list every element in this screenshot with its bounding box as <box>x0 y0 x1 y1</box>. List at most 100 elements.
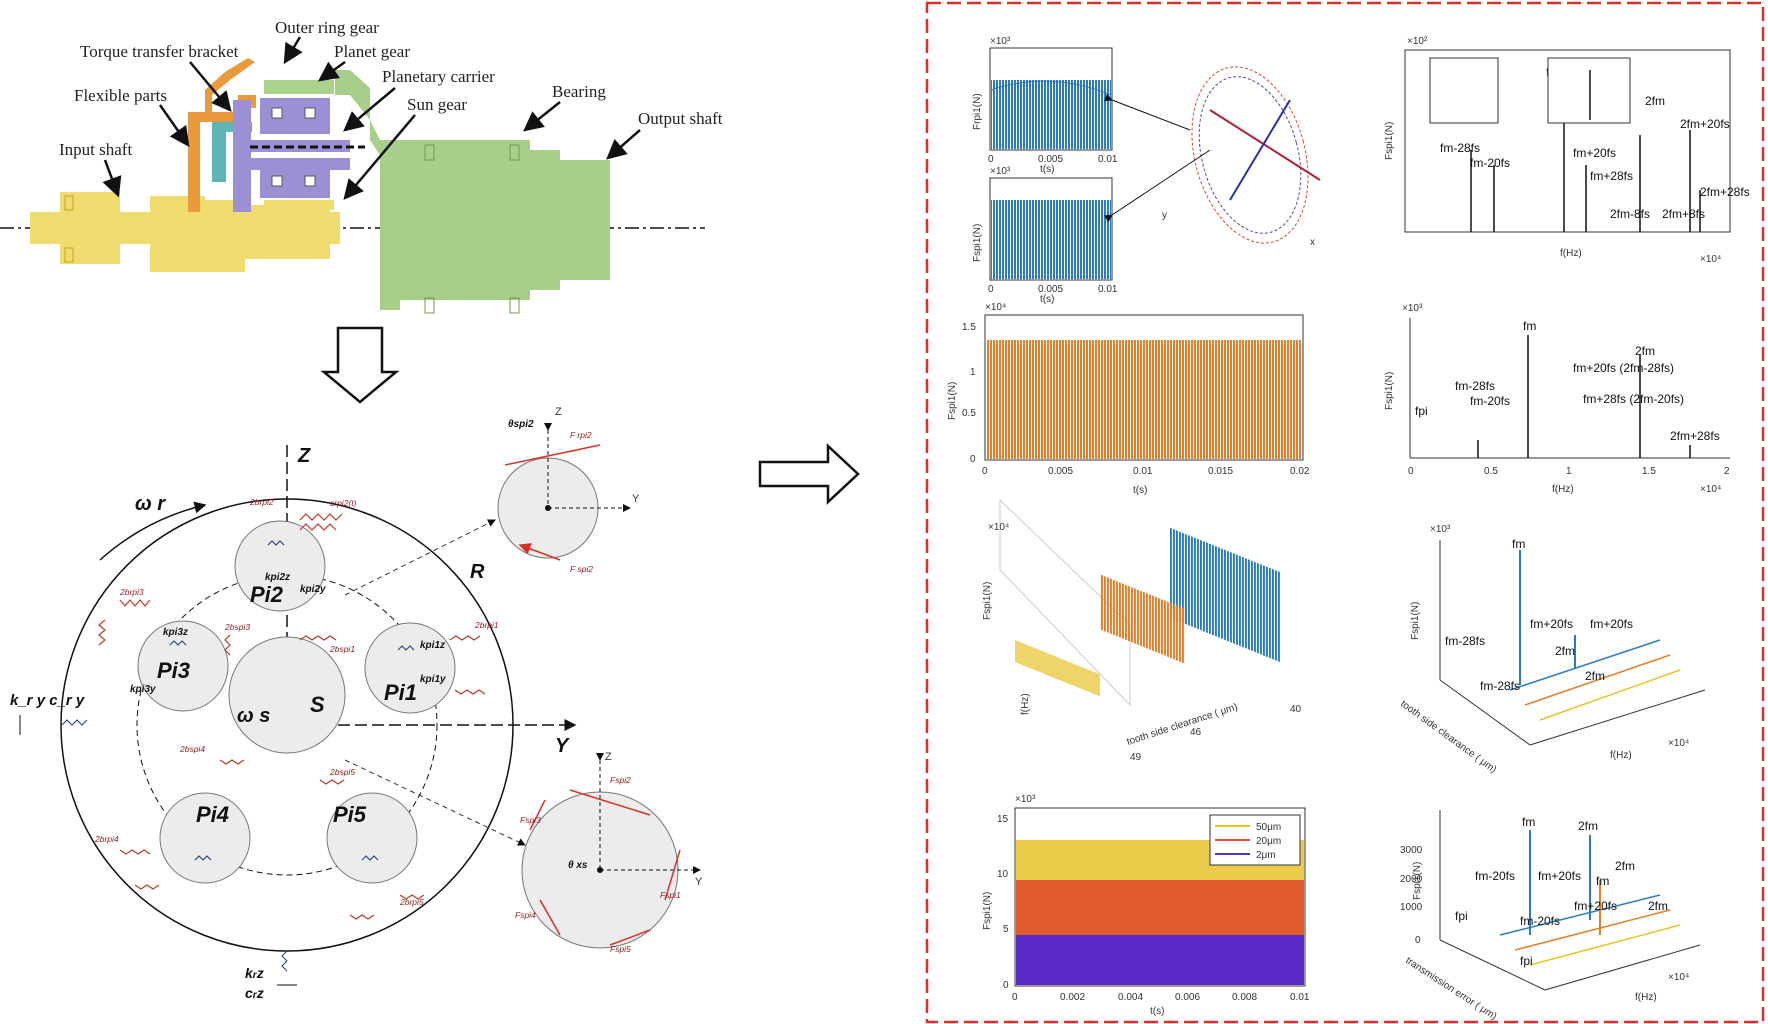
svg-text:fm: fm <box>1522 815 1535 829</box>
plot-frpi1-signal <box>991 80 1111 149</box>
svg-text:fm+20fs (2fm-28fs): fm+20fs (2fm-28fs) <box>1573 361 1674 375</box>
svg-text:transmission error ( μm): transmission error ( μm) <box>1403 955 1498 1022</box>
svg-text:fm-20fs: fm-20fs <box>1520 914 1560 928</box>
svg-text:×10⁴: ×10⁴ <box>988 522 1009 533</box>
svg-text:×10³: ×10³ <box>990 166 1011 177</box>
svg-text:2fm+8fs: 2fm+8fs <box>1662 207 1705 221</box>
svg-text:0: 0 <box>988 284 994 295</box>
svg-text:Fspi3: Fspi3 <box>520 815 541 825</box>
pi1-label: Pi1 <box>384 680 417 705</box>
label-torque-transfer-bracket: Torque transfer bracket <box>80 42 239 61</box>
svg-text:0.002: 0.002 <box>1060 992 1085 1003</box>
svg-text:2brpi3: 2brpi3 <box>119 587 144 597</box>
svg-text:2brpi1: 2brpi1 <box>474 620 499 630</box>
planet-pi5 <box>326 792 418 884</box>
svg-text:1000: 1000 <box>1400 902 1423 913</box>
svg-text:fm-28fs: fm-28fs <box>1480 679 1520 693</box>
svg-text:×10⁴: ×10⁴ <box>985 302 1006 313</box>
svg-text:fm: fm <box>1523 319 1536 333</box>
svg-text:0.01: 0.01 <box>1098 154 1118 165</box>
down-arrow <box>320 326 400 404</box>
svg-text:×10⁴: ×10⁴ <box>1700 254 1721 265</box>
pi2-label: Pi2 <box>250 582 284 607</box>
svg-text:1: 1 <box>970 367 976 378</box>
orange-signal <box>986 340 1302 459</box>
pi3-label: Pi3 <box>157 658 190 683</box>
svg-text:0: 0 <box>1415 935 1421 946</box>
svg-text:2bspi5: 2bspi5 <box>329 767 355 777</box>
series-2um <box>1016 935 1304 985</box>
svg-text:Fspi4: Fspi4 <box>515 910 536 920</box>
plot-fspi1-time-small: ×10³ Fspi1(N) t(s) 0 0.005 0.01 <box>972 166 1118 305</box>
svg-text:Y: Y <box>695 876 703 888</box>
inset-top-fspi: F spi2 <box>570 564 593 574</box>
svg-text:Fspi1(N): Fspi1(N) <box>1384 372 1395 410</box>
planet-gear-bottom <box>260 168 330 198</box>
plot-3d-orbit: y x <box>1103 66 1321 248</box>
label-planet-gear: Planet gear <box>334 42 410 61</box>
svg-text:kpi3y: kpi3y <box>130 684 156 695</box>
label-planetary-carrier: Planetary carrier <box>382 67 495 86</box>
dynamic-model: Z Y R ω r S ω s Pi2 Pi3 Pi1 Pi4 Pi5 <box>10 406 703 1001</box>
svg-text:×10⁴: ×10⁴ <box>1668 972 1689 983</box>
svg-text:fm+20fs: fm+20fs <box>1590 617 1633 631</box>
sun-label: S <box>310 692 325 717</box>
svg-text:46: 46 <box>1190 727 1202 738</box>
label-bearing: Bearing <box>552 82 606 101</box>
svg-text:fm-20fs: fm-20fs <box>1470 156 1510 170</box>
label-flexible-parts: Flexible parts <box>74 86 167 105</box>
svg-text:0.01: 0.01 <box>1133 466 1153 477</box>
svg-text:0.006: 0.006 <box>1175 992 1200 1003</box>
plot-frpi1-time: ×10³ Frpi1(N) t(s) 0 0.005 0.01 <box>972 36 1118 175</box>
svg-text:×10³: ×10³ <box>1402 303 1423 314</box>
svg-text:0.008: 0.008 <box>1232 992 1257 1003</box>
planet-pi2 <box>234 520 326 612</box>
svg-text:fm+28fs (2fm-20fs): fm+28fs (2fm-20fs) <box>1583 392 1684 406</box>
svg-text:fm: fm <box>1596 874 1609 888</box>
planetary-carrier <box>233 100 251 212</box>
svg-text:0: 0 <box>970 454 976 465</box>
svg-text:t(s): t(s) <box>1133 485 1147 496</box>
svg-text:0: 0 <box>982 466 988 477</box>
svg-text:0.5: 0.5 <box>1484 466 1498 477</box>
svg-text:Fspi1(N): Fspi1(N) <box>947 382 958 420</box>
omega-r-label: ω r <box>135 493 166 515</box>
svg-text:2bspi4: 2bspi4 <box>179 744 205 754</box>
svg-text:0: 0 <box>988 154 994 165</box>
legend-20um: 20μm <box>1256 836 1281 847</box>
svg-text:2fm: 2fm <box>1585 669 1605 683</box>
svg-text:fm-28fs: fm-28fs <box>1445 634 1485 648</box>
label-sun-gear: Sun gear <box>407 95 467 114</box>
svg-text:1.5: 1.5 <box>962 322 976 333</box>
plot-spectrum-top: ×10² Fspi1(N) f(Hz) ×10⁴ fm-28fs fm-20fs… <box>1384 36 1750 265</box>
svg-text:Fspi1(N): Fspi1(N) <box>1384 122 1395 160</box>
axis-y-label: Y <box>555 735 570 757</box>
results-frame <box>925 1 1765 1024</box>
svg-text:2fm+28fs: 2fm+28fs <box>1670 429 1720 443</box>
gearbox-schematic: Outer ring gear Torque transfer bracket … <box>0 18 723 314</box>
svg-text:kpi1z: kpi1z <box>420 640 445 651</box>
svg-text:0.005: 0.005 <box>1038 154 1063 165</box>
svg-text:1: 1 <box>1566 466 1572 477</box>
svg-text:crpi2(t): crpi2(t) <box>330 498 357 508</box>
svg-text:Fspi1: Fspi1 <box>660 890 681 900</box>
svg-text:0.01: 0.01 <box>1098 284 1118 295</box>
svg-text:0.015: 0.015 <box>1208 466 1233 477</box>
svg-text:t(s): t(s) <box>1040 294 1054 305</box>
svg-text:0: 0 <box>1012 992 1018 1003</box>
plot-3d-spectrum-clearance: ×10³ Fspi1(N) f(Hz) ×10⁴ tooth side clea… <box>1398 524 1706 775</box>
svg-text:2bspi3: 2bspi3 <box>224 622 250 632</box>
ring-label: R <box>470 561 485 583</box>
mesh-springs <box>98 513 486 920</box>
svg-text:0.005: 0.005 <box>1048 466 1073 477</box>
svg-text:2fm-8fs: 2fm-8fs <box>1610 207 1650 221</box>
svg-text:Fspi1(N): Fspi1(N) <box>982 582 993 620</box>
svg-text:2fm: 2fm <box>1555 644 1575 658</box>
svg-text:49: 49 <box>1130 752 1142 763</box>
svg-text:2brpi2: 2brpi2 <box>249 497 274 507</box>
svg-text:0.004: 0.004 <box>1118 992 1143 1003</box>
svg-text:2fm: 2fm <box>1648 899 1668 913</box>
svg-text:tooth side clearance ( μm): tooth side clearance ( μm) <box>1126 702 1240 748</box>
axis-z-label: Z <box>297 445 311 467</box>
svg-text:10: 10 <box>997 869 1009 880</box>
